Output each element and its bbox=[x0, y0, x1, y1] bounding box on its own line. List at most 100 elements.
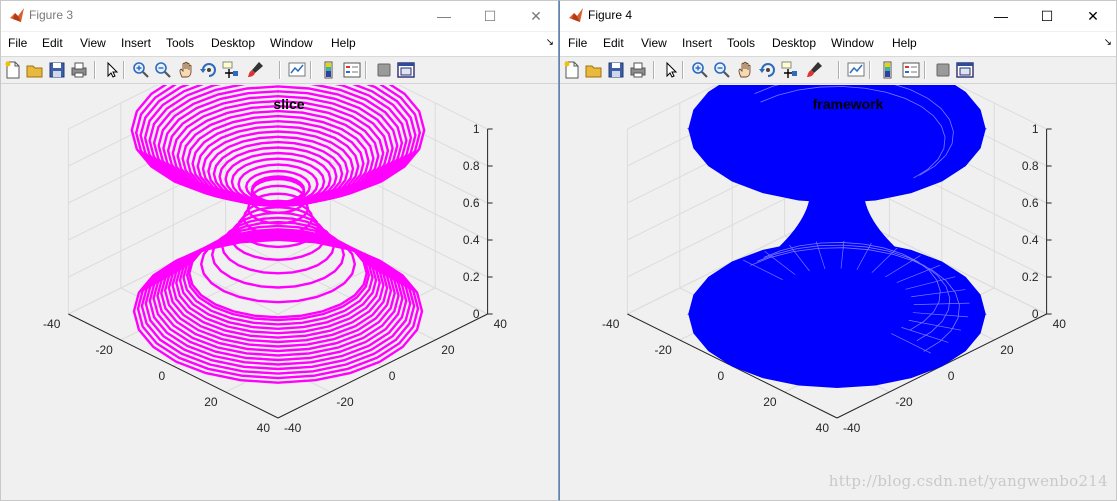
y-tick-label: 40 bbox=[257, 421, 271, 435]
figure-toolbar bbox=[1, 57, 558, 84]
x-tick-label: -20 bbox=[895, 395, 913, 409]
zoom-in-icon[interactable] bbox=[131, 60, 151, 80]
y-tick-label: -20 bbox=[654, 343, 672, 357]
y-tick-label: 20 bbox=[204, 395, 218, 409]
open-file-icon[interactable] bbox=[25, 60, 45, 80]
surface-plot[interactable] bbox=[130, 56, 426, 384]
open-file-icon[interactable] bbox=[584, 60, 604, 80]
axes-panel[interactable]: 0 0.2 0.4 0.6 0.8 1 40 20 0 -20 -40 -40 -20 0 20 40 fram… bbox=[560, 24, 1117, 501]
maximize-button[interactable]: ☐ bbox=[1040, 8, 1054, 24]
menu-insert[interactable]: Insert bbox=[121, 36, 152, 50]
plot-canvas[interactable]: 0 0.2 0.4 0.6 0.8 1 40 20 0 -20 -40 -40 -20 0 20 40 fram… bbox=[560, 24, 1117, 501]
menu-file[interactable]: File bbox=[568, 36, 588, 50]
menu-bar: File Edit View Insert Tools Desktop Wind… bbox=[560, 32, 1116, 57]
grid-line bbox=[68, 172, 279, 278]
surface-cap bbox=[688, 239, 986, 389]
brush-icon[interactable] bbox=[805, 60, 825, 80]
toolbar-separator bbox=[365, 61, 367, 79]
zoom-out-icon[interactable] bbox=[153, 60, 173, 80]
data-cursor-icon[interactable] bbox=[780, 60, 800, 80]
minimize-button[interactable]: — bbox=[437, 8, 451, 24]
window-title: Figure 3 bbox=[29, 8, 74, 22]
menu-insert[interactable]: Insert bbox=[682, 36, 713, 50]
grid-line bbox=[277, 172, 488, 278]
menu-edit[interactable]: Edit bbox=[42, 36, 63, 50]
pan-icon[interactable] bbox=[735, 60, 755, 80]
show-plot-tools-icon[interactable] bbox=[396, 60, 416, 80]
surface-mesh-line bbox=[905, 276, 956, 290]
pointer-icon[interactable] bbox=[102, 60, 122, 80]
x-axis-line bbox=[277, 313, 488, 419]
menu-help[interactable]: Help bbox=[892, 36, 917, 50]
surface-mesh-line bbox=[760, 86, 946, 179]
minimize-button[interactable]: — bbox=[994, 8, 1008, 24]
menu-desktop[interactable]: Desktop bbox=[772, 36, 817, 50]
menu-desktop[interactable]: Desktop bbox=[211, 36, 256, 50]
x-tick-label: 20 bbox=[1000, 343, 1014, 357]
menu-window[interactable]: Window bbox=[831, 36, 874, 50]
dock-arrow-icon[interactable]: ↘ bbox=[545, 37, 554, 48]
surface-mesh-line bbox=[885, 255, 921, 278]
data-cursor-icon[interactable] bbox=[221, 60, 241, 80]
legend-icon[interactable] bbox=[342, 60, 362, 80]
save-icon[interactable] bbox=[47, 60, 67, 80]
colorbar-icon[interactable] bbox=[319, 60, 339, 80]
menu-window[interactable]: Window bbox=[270, 36, 313, 50]
title-bar[interactable]: Figure 3 — ☐ ✕ bbox=[1, 1, 558, 31]
surface-mesh-line bbox=[891, 333, 932, 354]
x-tick-label: 20 bbox=[441, 343, 455, 357]
colorbar-icon[interactable] bbox=[878, 60, 898, 80]
z-tick-label: 0.8 bbox=[1022, 159, 1039, 173]
surface-mesh-line bbox=[912, 312, 969, 318]
y-tick-label: 0 bbox=[718, 369, 725, 383]
plot-title: framework bbox=[813, 96, 884, 112]
figure-4-window: Figure 4 — ☐ ✕ File Edit View Insert Too… bbox=[559, 0, 1117, 501]
zoom-out-icon[interactable] bbox=[712, 60, 732, 80]
legend-icon[interactable] bbox=[901, 60, 921, 80]
hide-plot-tools-icon[interactable] bbox=[374, 60, 394, 80]
x-tick-label: 0 bbox=[948, 369, 955, 383]
menu-view[interactable]: View bbox=[641, 36, 667, 50]
surface-mesh-line bbox=[815, 241, 826, 270]
show-plot-tools-icon[interactable] bbox=[955, 60, 975, 80]
z-tick-label: 0.4 bbox=[1022, 233, 1039, 247]
save-icon[interactable] bbox=[606, 60, 626, 80]
toolbar-separator bbox=[869, 61, 871, 79]
plot-canvas[interactable]: 0 0.2 0.4 0.6 0.8 1 40 20 0 -20 -40 -40 -20 0 20 40 slic… bbox=[1, 24, 559, 501]
link-plot-icon[interactable] bbox=[846, 60, 866, 80]
menu-file[interactable]: File bbox=[8, 36, 28, 50]
y-tick-label: 20 bbox=[763, 395, 777, 409]
zoom-in-icon[interactable] bbox=[690, 60, 710, 80]
hide-plot-tools-icon[interactable] bbox=[933, 60, 953, 80]
surface-mesh-line bbox=[789, 244, 810, 272]
surface-plot[interactable] bbox=[686, 54, 988, 389]
menu-edit[interactable]: Edit bbox=[603, 36, 624, 50]
axes-panel[interactable]: 0 0.2 0.4 0.6 0.8 1 40 20 0 -20 -40 -40 -20 0 20 40 slic… bbox=[1, 24, 559, 501]
link-plot-icon[interactable] bbox=[287, 60, 307, 80]
y-tick-label: 40 bbox=[816, 421, 830, 435]
x-tick-label: -40 bbox=[284, 421, 302, 435]
surface-mesh-line bbox=[763, 242, 941, 331]
new-figure-icon[interactable] bbox=[562, 60, 582, 80]
menu-help[interactable]: Help bbox=[331, 36, 356, 50]
pan-icon[interactable] bbox=[176, 60, 196, 80]
dock-arrow-icon[interactable]: ↘ bbox=[1103, 37, 1112, 48]
maximize-button[interactable]: ☐ bbox=[483, 8, 497, 24]
toolbar-separator bbox=[682, 61, 684, 79]
rotate-3d-icon[interactable] bbox=[199, 60, 219, 80]
pointer-icon[interactable] bbox=[661, 60, 681, 80]
title-bar[interactable]: Figure 4 — ☐ ✕ bbox=[560, 1, 1116, 31]
menu-view[interactable]: View bbox=[80, 36, 106, 50]
figure-toolbar bbox=[560, 57, 1116, 84]
close-button[interactable]: ✕ bbox=[1087, 8, 1099, 24]
matlab-logo-icon bbox=[10, 8, 24, 22]
close-button[interactable]: ✕ bbox=[530, 8, 542, 24]
menu-tools[interactable]: Tools bbox=[166, 36, 195, 50]
brush-icon[interactable] bbox=[246, 60, 266, 80]
print-icon[interactable] bbox=[628, 60, 648, 80]
menu-tools[interactable]: Tools bbox=[727, 36, 756, 50]
plot-title: slice bbox=[273, 96, 304, 112]
print-icon[interactable] bbox=[69, 60, 89, 80]
new-figure-icon[interactable] bbox=[3, 60, 23, 80]
rotate-3d-icon[interactable] bbox=[758, 60, 778, 80]
